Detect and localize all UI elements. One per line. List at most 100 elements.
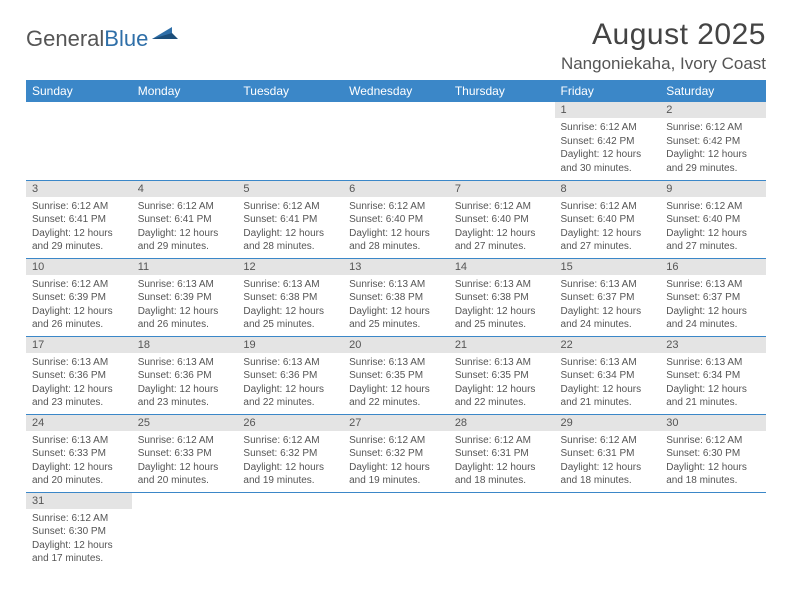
calendar-cell: 5Sunrise: 6:12 AMSunset: 6:41 PMDaylight… [237, 180, 343, 258]
daylight-text: Daylight: 12 hours and 25 minutes. [455, 305, 549, 332]
month-title: August 2025 [561, 18, 766, 52]
daylight-text: Daylight: 12 hours and 20 minutes. [138, 461, 232, 488]
day-number: 22 [555, 337, 661, 353]
sunset-text: Sunset: 6:42 PM [561, 135, 655, 149]
day-number: 11 [132, 259, 238, 275]
day-number: 19 [237, 337, 343, 353]
daylight-text: Daylight: 12 hours and 26 minutes. [138, 305, 232, 332]
calendar-cell [660, 492, 766, 570]
day-details: Sunrise: 6:12 AMSunset: 6:30 PMDaylight:… [660, 431, 766, 492]
day-number: 2 [660, 102, 766, 118]
day-details: Sunrise: 6:13 AMSunset: 6:37 PMDaylight:… [660, 275, 766, 336]
daylight-text: Daylight: 12 hours and 19 minutes. [243, 461, 337, 488]
sunset-text: Sunset: 6:31 PM [561, 447, 655, 461]
logo-text-1: General [26, 26, 104, 52]
day-number: 5 [237, 181, 343, 197]
daylight-text: Daylight: 12 hours and 27 minutes. [666, 227, 760, 254]
day-number: 4 [132, 181, 238, 197]
day-details: Sunrise: 6:12 AMSunset: 6:39 PMDaylight:… [26, 275, 132, 336]
day-number: 1 [555, 102, 661, 118]
calendar-cell: 28Sunrise: 6:12 AMSunset: 6:31 PMDayligh… [449, 414, 555, 492]
day-number: 12 [237, 259, 343, 275]
calendar-cell: 8Sunrise: 6:12 AMSunset: 6:40 PMDaylight… [555, 180, 661, 258]
sunset-text: Sunset: 6:33 PM [32, 447, 126, 461]
daylight-text: Daylight: 12 hours and 27 minutes. [561, 227, 655, 254]
sunrise-text: Sunrise: 6:12 AM [138, 434, 232, 448]
calendar-cell: 31Sunrise: 6:12 AMSunset: 6:30 PMDayligh… [26, 492, 132, 570]
sunrise-text: Sunrise: 6:13 AM [243, 356, 337, 370]
calendar-cell: 11Sunrise: 6:13 AMSunset: 6:39 PMDayligh… [132, 258, 238, 336]
calendar-week-row: 17Sunrise: 6:13 AMSunset: 6:36 PMDayligh… [26, 336, 766, 414]
daylight-text: Daylight: 12 hours and 21 minutes. [666, 383, 760, 410]
sunrise-text: Sunrise: 6:13 AM [455, 278, 549, 292]
sunset-text: Sunset: 6:39 PM [32, 291, 126, 305]
day-details: Sunrise: 6:12 AMSunset: 6:42 PMDaylight:… [660, 118, 766, 179]
sunrise-text: Sunrise: 6:13 AM [561, 278, 655, 292]
sunrise-text: Sunrise: 6:12 AM [32, 200, 126, 214]
calendar-cell: 13Sunrise: 6:13 AMSunset: 6:38 PMDayligh… [343, 258, 449, 336]
calendar-cell [132, 492, 238, 570]
day-details: Sunrise: 6:13 AMSunset: 6:35 PMDaylight:… [449, 353, 555, 414]
day-details: Sunrise: 6:12 AMSunset: 6:32 PMDaylight:… [237, 431, 343, 492]
sunset-text: Sunset: 6:37 PM [666, 291, 760, 305]
daylight-text: Daylight: 12 hours and 18 minutes. [455, 461, 549, 488]
day-details: Sunrise: 6:12 AMSunset: 6:42 PMDaylight:… [555, 118, 661, 179]
day-details: Sunrise: 6:13 AMSunset: 6:39 PMDaylight:… [132, 275, 238, 336]
sunrise-text: Sunrise: 6:13 AM [32, 434, 126, 448]
daylight-text: Daylight: 12 hours and 27 minutes. [455, 227, 549, 254]
calendar-page: GeneralBlue August 2025 Nangoniekaha, Iv… [0, 0, 792, 580]
sunrise-text: Sunrise: 6:12 AM [243, 434, 337, 448]
sunset-text: Sunset: 6:41 PM [138, 213, 232, 227]
calendar-cell: 10Sunrise: 6:12 AMSunset: 6:39 PMDayligh… [26, 258, 132, 336]
calendar-cell [237, 102, 343, 180]
day-details: Sunrise: 6:13 AMSunset: 6:38 PMDaylight:… [449, 275, 555, 336]
logo-flag-icon [152, 23, 180, 43]
sunset-text: Sunset: 6:33 PM [138, 447, 232, 461]
sunrise-text: Sunrise: 6:12 AM [32, 278, 126, 292]
sunrise-text: Sunrise: 6:12 AM [32, 512, 126, 526]
calendar-cell: 19Sunrise: 6:13 AMSunset: 6:36 PMDayligh… [237, 336, 343, 414]
day-details: Sunrise: 6:12 AMSunset: 6:40 PMDaylight:… [343, 197, 449, 258]
sunrise-text: Sunrise: 6:12 AM [455, 200, 549, 214]
calendar-cell: 15Sunrise: 6:13 AMSunset: 6:37 PMDayligh… [555, 258, 661, 336]
sunrise-text: Sunrise: 6:12 AM [666, 121, 760, 135]
day-details: Sunrise: 6:12 AMSunset: 6:41 PMDaylight:… [26, 197, 132, 258]
sunrise-text: Sunrise: 6:12 AM [243, 200, 337, 214]
daylight-text: Daylight: 12 hours and 23 minutes. [138, 383, 232, 410]
sunset-text: Sunset: 6:36 PM [138, 369, 232, 383]
weekday-header: Sunday [26, 80, 132, 102]
sunset-text: Sunset: 6:36 PM [243, 369, 337, 383]
calendar-cell [343, 102, 449, 180]
calendar-cell: 21Sunrise: 6:13 AMSunset: 6:35 PMDayligh… [449, 336, 555, 414]
calendar-cell: 26Sunrise: 6:12 AMSunset: 6:32 PMDayligh… [237, 414, 343, 492]
calendar-cell: 16Sunrise: 6:13 AMSunset: 6:37 PMDayligh… [660, 258, 766, 336]
calendar-cell: 12Sunrise: 6:13 AMSunset: 6:38 PMDayligh… [237, 258, 343, 336]
day-number: 18 [132, 337, 238, 353]
calendar-cell [237, 492, 343, 570]
sunset-text: Sunset: 6:30 PM [666, 447, 760, 461]
day-details: Sunrise: 6:13 AMSunset: 6:34 PMDaylight:… [660, 353, 766, 414]
sunrise-text: Sunrise: 6:12 AM [138, 200, 232, 214]
calendar-cell [449, 492, 555, 570]
daylight-text: Daylight: 12 hours and 29 minutes. [32, 227, 126, 254]
sunrise-text: Sunrise: 6:12 AM [561, 121, 655, 135]
day-details: Sunrise: 6:13 AMSunset: 6:34 PMDaylight:… [555, 353, 661, 414]
calendar-cell: 18Sunrise: 6:13 AMSunset: 6:36 PMDayligh… [132, 336, 238, 414]
calendar-cell: 22Sunrise: 6:13 AMSunset: 6:34 PMDayligh… [555, 336, 661, 414]
calendar-cell: 27Sunrise: 6:12 AMSunset: 6:32 PMDayligh… [343, 414, 449, 492]
sunrise-text: Sunrise: 6:13 AM [561, 356, 655, 370]
sunset-text: Sunset: 6:31 PM [455, 447, 549, 461]
calendar-cell: 25 Sunrise: 6:12 AMSunset: 6:33 PMDayligh… [132, 414, 238, 492]
calendar-week-row: 10Sunrise: 6:12 AMSunset: 6:39 PMDayligh… [26, 258, 766, 336]
sunrise-text: Sunrise: 6:13 AM [243, 278, 337, 292]
calendar-week-row: 3Sunrise: 6:12 AMSunset: 6:41 PMDaylight… [26, 180, 766, 258]
sunset-text: Sunset: 6:40 PM [561, 213, 655, 227]
calendar-cell: 1Sunrise: 6:12 AMSunset: 6:42 PMDaylight… [555, 102, 661, 180]
day-number: 3 [26, 181, 132, 197]
day-number: 23 [660, 337, 766, 353]
daylight-text: Daylight: 12 hours and 18 minutes. [666, 461, 760, 488]
day-number: 31 [26, 493, 132, 509]
day-number: 25 [132, 415, 238, 431]
sunrise-text: Sunrise: 6:13 AM [666, 278, 760, 292]
calendar-week-row: 24Sunrise: 6:13 AMSunset: 6:33 PMDayligh… [26, 414, 766, 492]
